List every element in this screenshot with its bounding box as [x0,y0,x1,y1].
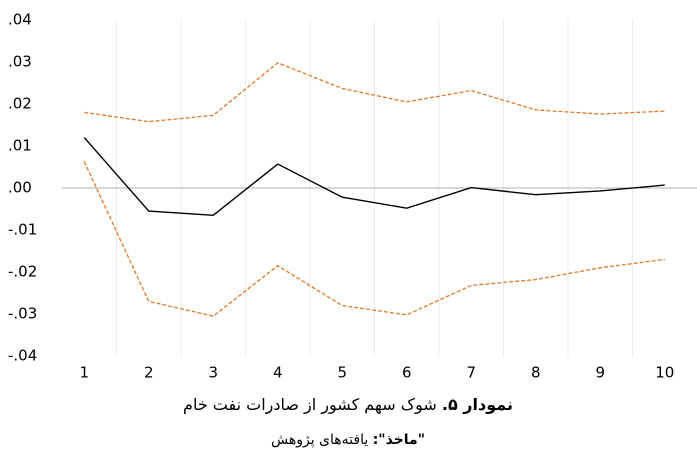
y-tick-label: .00 [8,179,32,197]
y-tick-label: .02 [8,95,32,113]
x-tick-label: 7 [466,364,476,382]
x-tick-label: 3 [208,364,218,382]
y-tick-label: .03 [8,53,32,71]
x-tick-label: 10 [655,364,674,382]
x-tick-label: 4 [273,364,283,382]
y-tick-label: -.03 [8,305,37,323]
source-label: "ماخذ": [373,432,425,448]
y-tick-label: .04 [8,11,32,29]
x-tick-label: 2 [144,364,154,382]
series-line [83,137,665,217]
x-tick-label: 1 [79,364,89,382]
y-tick-label: -.02 [8,263,37,281]
y-tick-label: -.04 [8,347,37,365]
x-tick-label: 5 [337,364,347,382]
x-tick-label: 9 [595,364,605,382]
x-tick-label: 6 [402,364,412,382]
x-tick-label: 8 [531,364,541,382]
source-text: یافته‌های پژوهش [271,432,368,448]
series-line [83,161,665,317]
series-line [84,62,665,123]
y-tick-label: -.01 [8,221,37,239]
caption: نمودار ۵. شوک سهم کشور از صادرات نفت خام [183,395,513,415]
source: "ماخذ": یافته‌های پژوهش [271,432,425,448]
y-tick-label: .01 [8,137,32,155]
caption-text: شوک سهم کشور از صادرات نفت خام [183,395,437,415]
caption-label: نمودار ۵. [442,395,513,414]
